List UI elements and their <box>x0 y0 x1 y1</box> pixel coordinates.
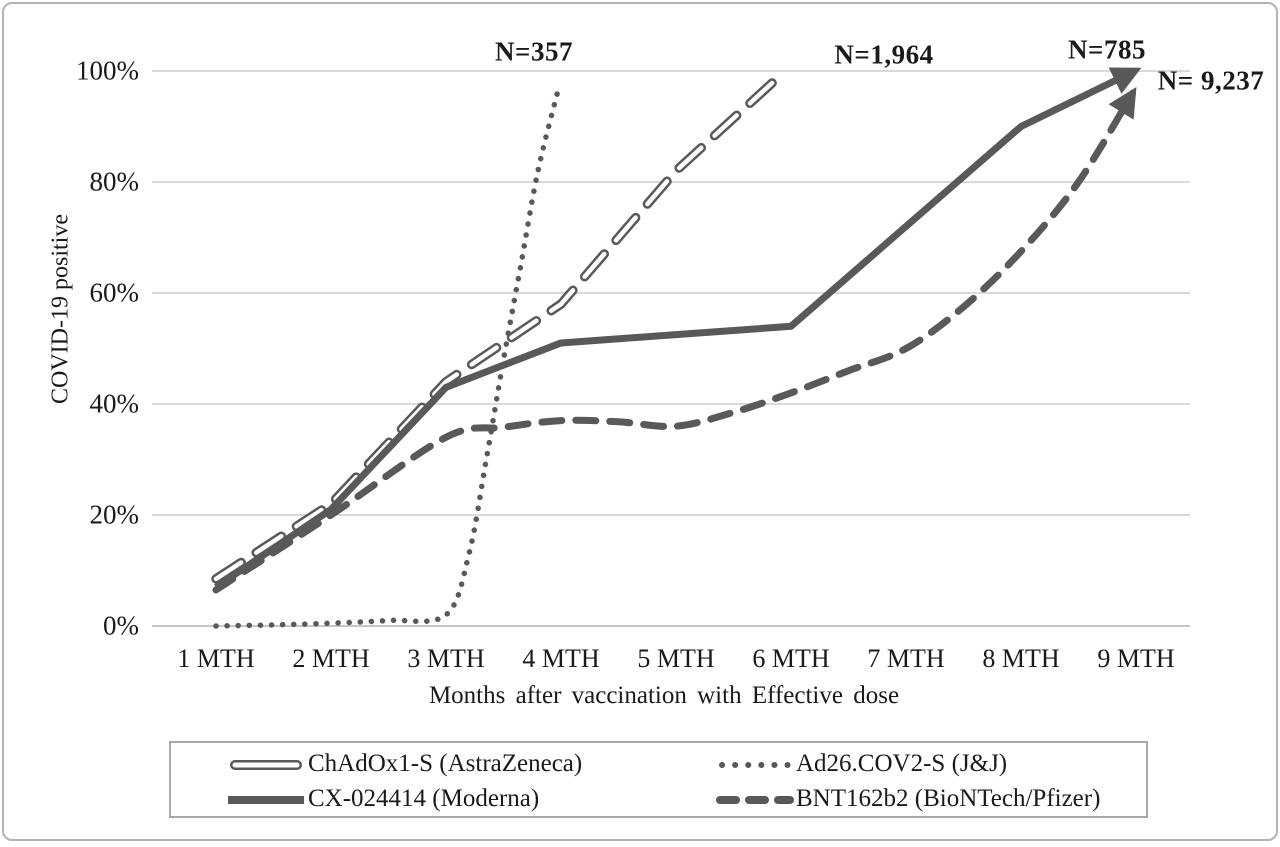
y-tick-label: 0% <box>103 610 139 641</box>
line-swatch-dashed <box>716 796 794 804</box>
x-tick-label: 5 MTH <box>637 644 715 673</box>
x-tick-label: 6 MTH <box>752 644 830 673</box>
y-tick-label: 40% <box>89 388 140 419</box>
n-count-annotation: N=1,964 <box>834 39 934 70</box>
x-tick-label: 8 MTH <box>982 644 1060 673</box>
plot-area <box>152 66 1190 629</box>
series-line-outlined-dash <box>213 68 788 582</box>
y-tick-label: 80% <box>89 166 140 197</box>
line-swatch-outlined-dash <box>230 760 302 770</box>
y-tick-label: 20% <box>89 499 140 530</box>
line-swatch-dotted <box>719 762 791 768</box>
legend-label: BNT162b2 (BioNTech/Pfizer) <box>796 785 1101 812</box>
n-count-annotation: N=357 <box>495 36 573 67</box>
x-tick-label: 1 MTH <box>177 644 255 673</box>
x-tick-label: 4 MTH <box>522 644 600 673</box>
legend-label: CX-024414 (Moderna) <box>308 785 540 812</box>
series-line-dotted <box>213 84 562 629</box>
series-line-dashed <box>212 86 1137 594</box>
n-count-annotation: N= 9,237 <box>1157 65 1265 96</box>
y-axis-title: COVID-19 positive <box>47 214 74 404</box>
x-tick-label: 9 MTH <box>1097 644 1175 673</box>
legend-label: ChAdOx1-S (AstraZeneca) <box>308 750 583 777</box>
x-axis-title: Months after vaccination with Effective … <box>428 682 900 709</box>
x-tick-label: 3 MTH <box>407 644 485 673</box>
x-tick-label: 2 MTH <box>292 644 370 673</box>
y-tick-label: 60% <box>89 277 140 308</box>
legend: ChAdOx1-S (AstraZeneca) Ad26.COV2-S (J&J… <box>169 741 1148 818</box>
y-tick-label: 100% <box>76 55 139 86</box>
x-tick-label: 7 MTH <box>867 644 945 673</box>
n-count-annotation: N=785 <box>1068 34 1146 65</box>
line-swatch-solid <box>228 796 304 804</box>
series-line-solid <box>214 67 1142 591</box>
legend-label: Ad26.COV2-S (J&J) <box>796 750 1008 777</box>
